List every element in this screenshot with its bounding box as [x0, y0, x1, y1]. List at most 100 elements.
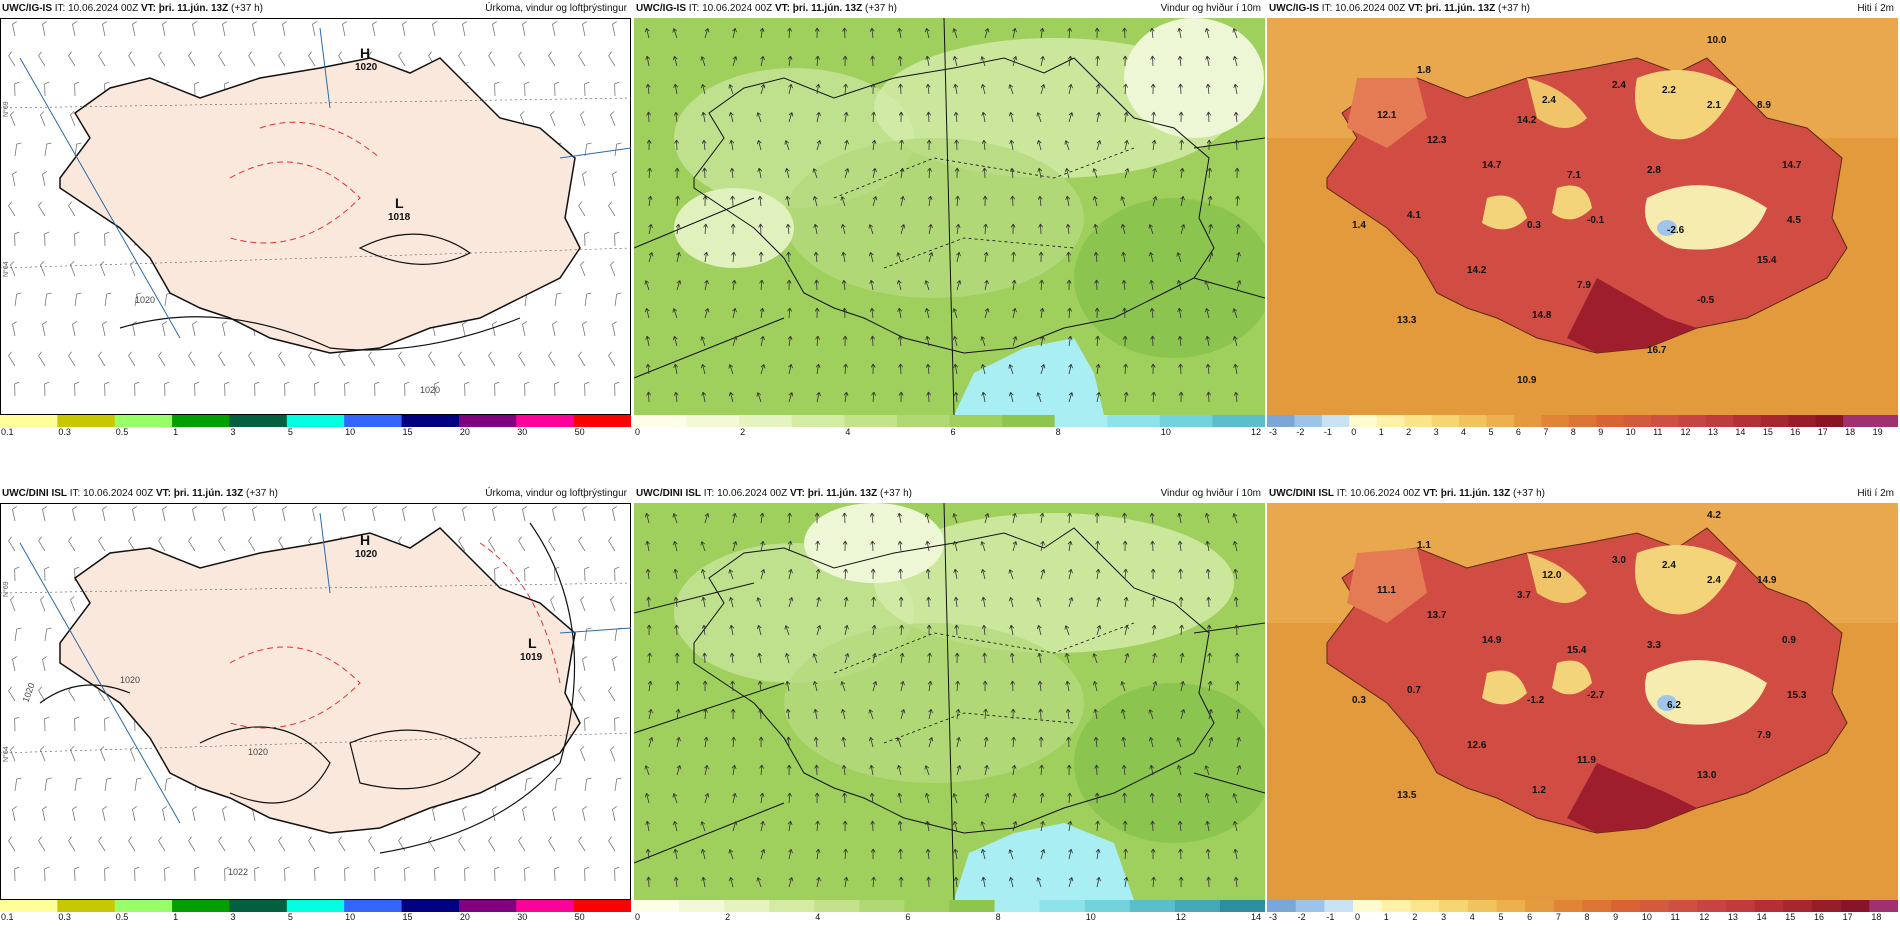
wind-arrow	[1178, 111, 1184, 123]
colorbar-tick: 14	[1735, 427, 1746, 437]
colorbar-tick: 8	[1584, 912, 1590, 922]
temperature-label: 10.9	[1517, 375, 1537, 386]
precip-colorbar	[0, 415, 631, 427]
wind-arrow	[787, 540, 793, 552]
lead-time: (+37 h)	[246, 488, 278, 499]
wind-arrow	[1148, 224, 1154, 235]
wind-barb	[282, 506, 287, 522]
wind-arrow	[1068, 597, 1074, 608]
wind-arrow	[898, 876, 904, 888]
grid-label: N°64	[2, 746, 10, 762]
temperature-label: 14.9	[1757, 575, 1777, 586]
wind-arrow	[896, 252, 902, 263]
wind-barb	[194, 381, 200, 397]
wind-barb	[42, 656, 47, 672]
wind-arrow	[1066, 251, 1072, 263]
wind-arrow	[673, 391, 679, 403]
wind-arrow	[1094, 792, 1100, 804]
wind-arrow	[955, 223, 961, 235]
temperature-label: 2.1	[1707, 100, 1721, 111]
colorbar-tick: 15	[402, 427, 413, 437]
wind-barb	[278, 836, 286, 852]
colorbar-tick: 1	[173, 427, 179, 437]
wind-arrow	[701, 391, 707, 403]
wind-arrow	[1123, 391, 1129, 403]
wind-arrow	[953, 363, 959, 375]
colorbar-tick: 5	[287, 427, 293, 437]
wind-arrow	[814, 307, 820, 319]
wind-barb	[614, 777, 622, 792]
colorbar-swatch	[286, 415, 345, 427]
wind-barb	[254, 381, 260, 397]
wind-arrow	[870, 848, 876, 860]
wind-arrow	[1179, 624, 1184, 636]
temp-colorbar-ticks: -3 -2 -1 0 1 2 3 4 5 6 7 8 9 10 11 12 13 14 15 16 17 18 19	[1267, 427, 1898, 439]
wind-barb	[524, 777, 532, 792]
wind-arrow	[956, 737, 961, 748]
wind-barb	[608, 536, 616, 552]
wind-arrow	[953, 83, 959, 95]
wind-barb	[102, 506, 107, 522]
wind-barb	[14, 866, 20, 882]
colorbar-tick: 1	[1383, 912, 1389, 922]
colorbar-swatch	[516, 415, 575, 427]
wind-arrow	[645, 55, 651, 67]
wind-arrow	[756, 112, 762, 123]
wind-arrow	[980, 821, 986, 832]
colorbar-swatch	[1815, 415, 1844, 427]
wind-barb	[104, 292, 112, 307]
wind-barb	[222, 21, 227, 37]
wind-arrow	[729, 139, 735, 151]
colorbar-tick: 2	[725, 912, 731, 922]
temperature-label: 13.7	[1427, 610, 1447, 621]
wind-arrow	[648, 224, 653, 235]
wind-arrow	[1177, 820, 1183, 832]
wind-barb	[614, 292, 622, 307]
colorbar-swatch	[1353, 900, 1383, 912]
wind-arrow	[1039, 27, 1045, 39]
wind-barb	[222, 806, 227, 822]
wind-arrow	[1008, 849, 1014, 860]
colorbar-tick: 12	[1175, 912, 1186, 922]
wind-barb	[188, 351, 196, 367]
wind-arrow	[872, 681, 878, 692]
wind-arrow	[700, 569, 706, 580]
wind-barb	[12, 21, 17, 37]
wind-arrow	[1067, 55, 1073, 67]
low-pressure-value: 1019	[520, 652, 543, 663]
wind-arrow	[1235, 195, 1240, 207]
temperature-label: 13.0	[1697, 770, 1717, 781]
wind-arrow	[787, 335, 793, 347]
wind-arrow	[928, 224, 933, 235]
wind-barb	[70, 111, 76, 127]
wind-barb	[578, 351, 586, 367]
wind-arrow	[1009, 167, 1015, 179]
wind-arrow	[1036, 140, 1042, 151]
wind-barb	[488, 51, 496, 67]
wind-arrow	[1123, 111, 1129, 123]
temperature-label: 12.1	[1377, 110, 1397, 121]
wind-barb	[580, 596, 586, 612]
colorbar-swatch	[1553, 900, 1583, 912]
wind-arrow	[843, 876, 849, 888]
wind-arrow	[1123, 568, 1128, 580]
wind-barb	[518, 836, 526, 852]
wind-barb	[554, 566, 560, 582]
low-pressure-value: 1018	[388, 212, 411, 223]
wind-barb	[608, 351, 616, 367]
wind-barb	[102, 806, 107, 822]
wind-arrow	[1152, 168, 1157, 179]
wind-arrow	[984, 28, 990, 39]
colorbar-swatch	[57, 900, 116, 912]
colorbar-tick: 8	[995, 912, 1001, 922]
wind-arrow	[644, 765, 650, 776]
wind-arrow	[731, 279, 737, 291]
wind-arrow	[927, 195, 933, 207]
wind-arrow	[1012, 308, 1017, 319]
wind-arrow	[648, 252, 654, 263]
wind-arrow	[814, 792, 820, 804]
colorbar-swatch	[1267, 900, 1297, 912]
wind-barb	[188, 51, 196, 67]
wind-arrow	[757, 680, 763, 692]
wind-arrow	[704, 28, 710, 39]
